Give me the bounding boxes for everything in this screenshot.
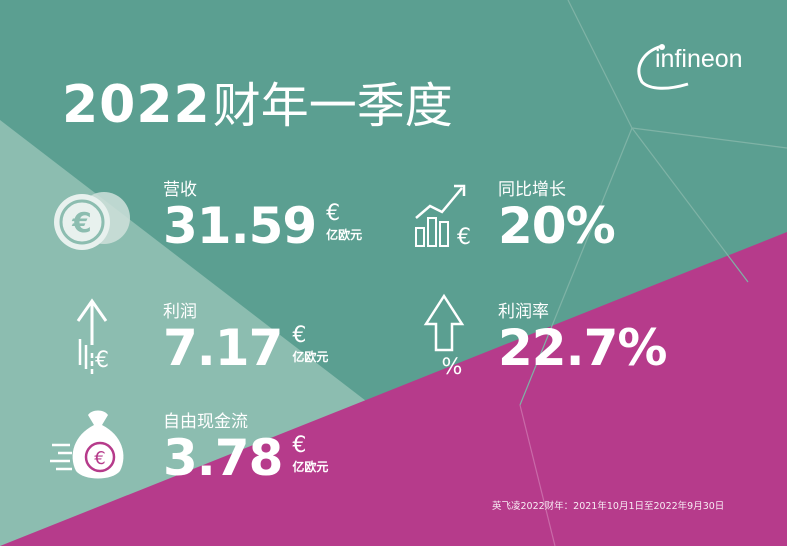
currency-symbol: € <box>292 433 307 458</box>
unit-label: 亿欧元 <box>326 228 363 242</box>
page-title: 2022财年一季度 <box>62 66 453 136</box>
unit-label: 亿欧元 <box>292 350 329 364</box>
metric-label: 同比增长 <box>498 180 566 200</box>
svg-text:%: % <box>442 355 463 378</box>
coins-euro-icon: € <box>54 192 130 250</box>
metric-label: 自由现金流 <box>163 412 248 432</box>
svg-text:€: € <box>94 448 105 469</box>
metric-value: 3.78 <box>163 429 283 487</box>
metric-label: 利润 <box>163 302 197 322</box>
infineon-logo <box>637 44 689 90</box>
money-bag-euro-icon: € <box>50 410 124 479</box>
unit-label: 亿欧元 <box>292 460 329 474</box>
svg-text:€: € <box>95 348 109 373</box>
metric-label: 利润率 <box>498 302 549 322</box>
metric-value: 20% <box>498 197 616 255</box>
svg-text:€: € <box>71 206 91 239</box>
metric-yoy-growth: 同比增长 20% <box>498 180 616 255</box>
metric-value: 31.59 <box>163 197 317 255</box>
title-year: 2022 <box>62 75 211 135</box>
metric-value: 22.7% <box>498 319 667 377</box>
brand-name: infineon <box>655 45 743 73</box>
metric-revenue: 营收 31.59 € 亿欧元 <box>163 180 362 252</box>
metric-profit: 利润 7.17 € 亿欧元 <box>163 302 328 374</box>
arrow-up-percent-icon: % <box>423 293 465 378</box>
currency-symbol: € <box>326 201 341 226</box>
metric-profit-margin: 利润率 22.7% <box>498 302 667 377</box>
metric-label: 营收 <box>163 180 197 200</box>
svg-text:€: € <box>457 225 471 248</box>
metric-value: 7.17 <box>163 319 283 377</box>
arrow-up-euro-icon: € <box>76 298 109 375</box>
fiscal-year-footnote: 英飞凌2022财年：2021年10月1日至2022年9月30日 <box>492 501 725 512</box>
metric-free-cash-flow: 自由现金流 3.78 € 亿欧元 <box>163 412 328 484</box>
bar-chart-growth-icon: € <box>415 184 471 248</box>
title-text: 财年一季度 <box>212 78 453 134</box>
currency-symbol: € <box>292 323 307 348</box>
